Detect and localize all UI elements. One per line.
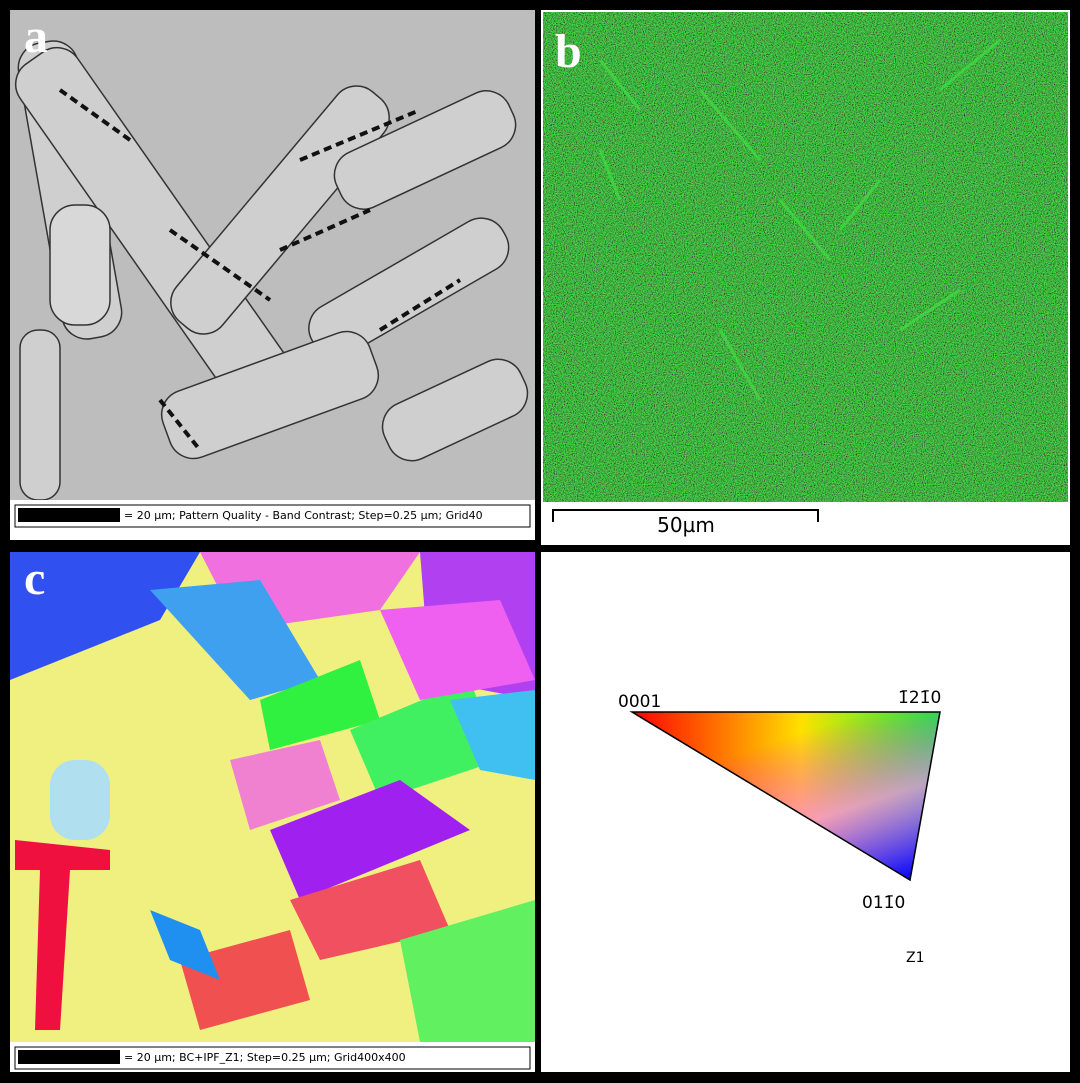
caption: = 20 µm; BC+IPF_Z1; Step=0.25 µm; Grid40… [124,1051,406,1064]
corner-label: 011̄0 [862,893,905,913]
panel-label: a [24,10,48,63]
ipf-triangle-overlay [629,711,941,882]
caption-box [14,504,531,528]
band-contrast-map [10,10,535,500]
ipf-map [10,552,535,1042]
scale-bar [18,508,120,522]
caption-box [14,1046,531,1070]
corner-label: 1̄21̄0 [898,688,941,708]
panel-label: c [24,552,45,605]
scale-label: 50µm [657,513,715,537]
caption: = 20 µm; Pattern Quality - Band Contrast… [124,509,483,522]
axis-label: Z1 [906,950,925,966]
scale-bar [18,1050,120,1064]
element-map [543,12,1068,502]
panel-label: b [555,25,582,78]
scale-bar [552,509,819,522]
corner-label: 0001 [618,692,661,712]
